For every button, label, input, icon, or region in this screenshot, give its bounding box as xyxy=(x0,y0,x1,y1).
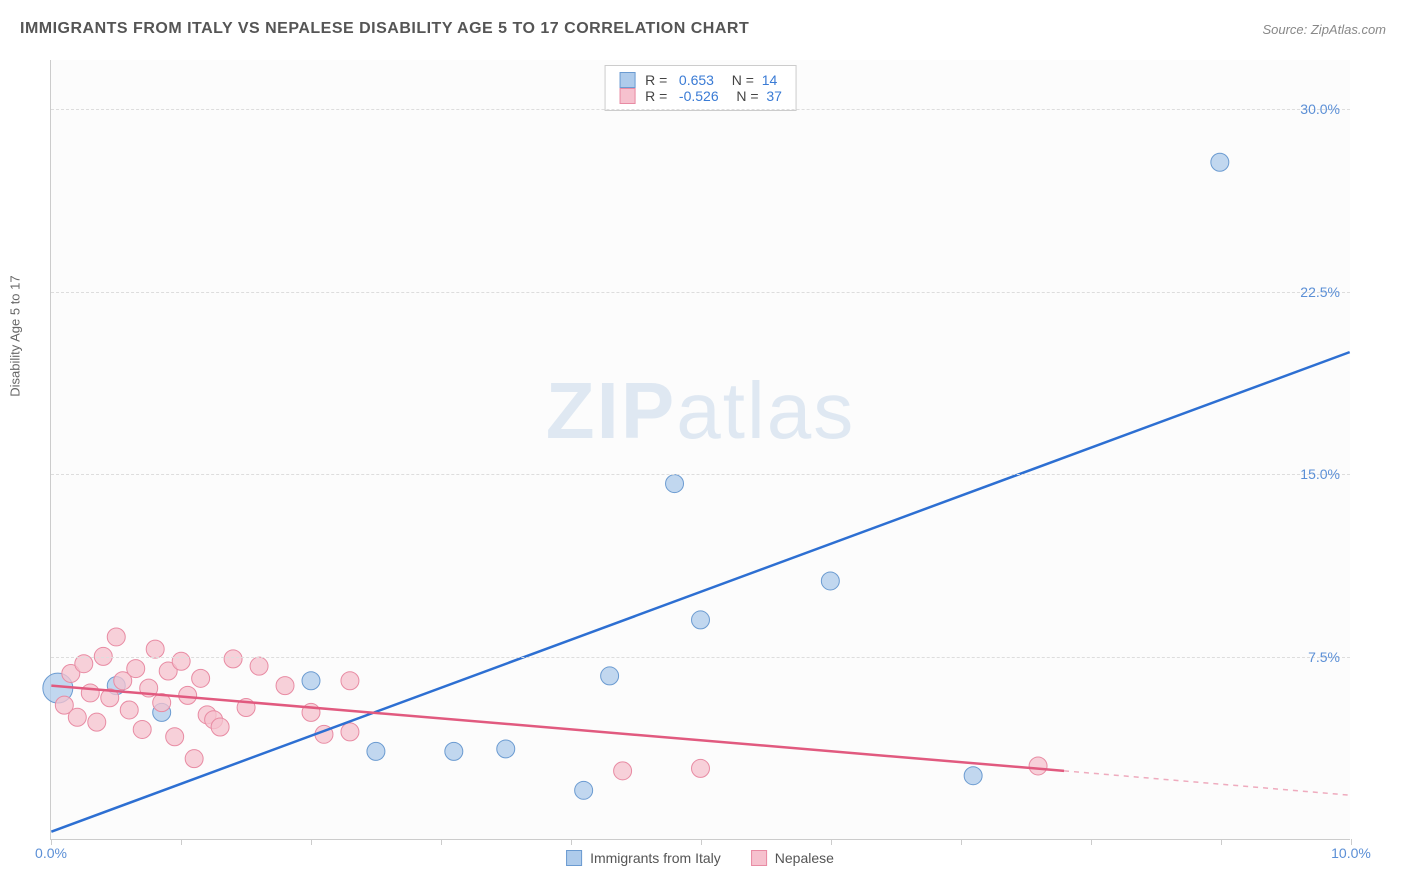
data-point xyxy=(127,660,145,678)
x-tick xyxy=(1091,839,1092,845)
data-point xyxy=(341,672,359,690)
x-tick-label: 0.0% xyxy=(35,845,67,861)
legend-swatch xyxy=(751,850,767,866)
data-point xyxy=(1211,153,1229,171)
data-point xyxy=(575,781,593,799)
data-point xyxy=(341,723,359,741)
data-point xyxy=(68,708,86,726)
data-point xyxy=(250,657,268,675)
legend-n-label: N = 14 xyxy=(724,72,777,88)
legend-series-item: Immigrants from Italy xyxy=(566,850,721,866)
legend-swatch xyxy=(619,72,635,88)
legend-swatch xyxy=(566,850,582,866)
data-point xyxy=(692,759,710,777)
data-point xyxy=(276,677,294,695)
gridline xyxy=(51,474,1350,475)
data-point xyxy=(692,611,710,629)
chart-area: Disability Age 5 to 17 ZIPatlas R = 0.65… xyxy=(50,60,1350,840)
data-point xyxy=(81,684,99,702)
legend-swatch xyxy=(619,88,635,104)
data-point xyxy=(185,750,203,768)
data-point xyxy=(367,742,385,760)
data-point xyxy=(224,650,242,668)
data-point xyxy=(1029,757,1047,775)
legend-r-label: R = -0.526 xyxy=(645,88,719,104)
data-point xyxy=(601,667,619,685)
data-point xyxy=(192,669,210,687)
y-axis-label: Disability Age 5 to 17 xyxy=(8,275,23,396)
x-tick xyxy=(311,839,312,845)
data-point xyxy=(666,475,684,493)
legend-n-label: N = 37 xyxy=(729,88,782,104)
data-point xyxy=(964,767,982,785)
x-tick xyxy=(701,839,702,845)
gridline xyxy=(51,657,1350,658)
plot-region: ZIPatlas R = 0.653 N = 14 R = -0.526 N =… xyxy=(50,60,1350,840)
x-tick xyxy=(571,839,572,845)
data-point xyxy=(497,740,515,758)
legend-row: R = 0.653 N = 14 xyxy=(619,72,782,88)
data-point xyxy=(821,572,839,590)
x-tick xyxy=(181,839,182,845)
source-attribution: Source: ZipAtlas.com xyxy=(1262,22,1386,37)
legend-series: Immigrants from Italy Nepalese xyxy=(566,850,834,866)
x-tick xyxy=(831,839,832,845)
x-tick-label: 10.0% xyxy=(1331,845,1371,861)
data-point xyxy=(172,652,190,670)
data-point xyxy=(133,720,151,738)
gridline xyxy=(51,109,1350,110)
legend-r-label: R = 0.653 xyxy=(645,72,714,88)
plot-svg xyxy=(51,60,1350,839)
x-tick xyxy=(961,839,962,845)
y-tick-label: 30.0% xyxy=(1300,101,1340,117)
data-point xyxy=(146,640,164,658)
data-point xyxy=(302,672,320,690)
y-tick-label: 15.0% xyxy=(1300,466,1340,482)
data-point xyxy=(166,728,184,746)
data-point xyxy=(88,713,106,731)
legend-row: R = -0.526 N = 37 xyxy=(619,88,782,104)
gridline xyxy=(51,292,1350,293)
trend-line-extrapolated xyxy=(1064,771,1350,795)
data-point xyxy=(107,628,125,646)
y-tick-label: 22.5% xyxy=(1300,284,1340,300)
data-point xyxy=(614,762,632,780)
x-tick xyxy=(1221,839,1222,845)
y-tick-label: 7.5% xyxy=(1308,649,1340,665)
chart-title: IMMIGRANTS FROM ITALY VS NEPALESE DISABI… xyxy=(20,20,749,38)
data-point xyxy=(120,701,138,719)
legend-series-item: Nepalese xyxy=(751,850,834,866)
x-tick xyxy=(441,839,442,845)
legend-correlation-box: R = 0.653 N = 14 R = -0.526 N = 37 xyxy=(604,65,797,111)
data-point xyxy=(445,742,463,760)
legend-series-label: Immigrants from Italy xyxy=(590,850,721,866)
data-point xyxy=(211,718,229,736)
legend-series-label: Nepalese xyxy=(775,850,834,866)
